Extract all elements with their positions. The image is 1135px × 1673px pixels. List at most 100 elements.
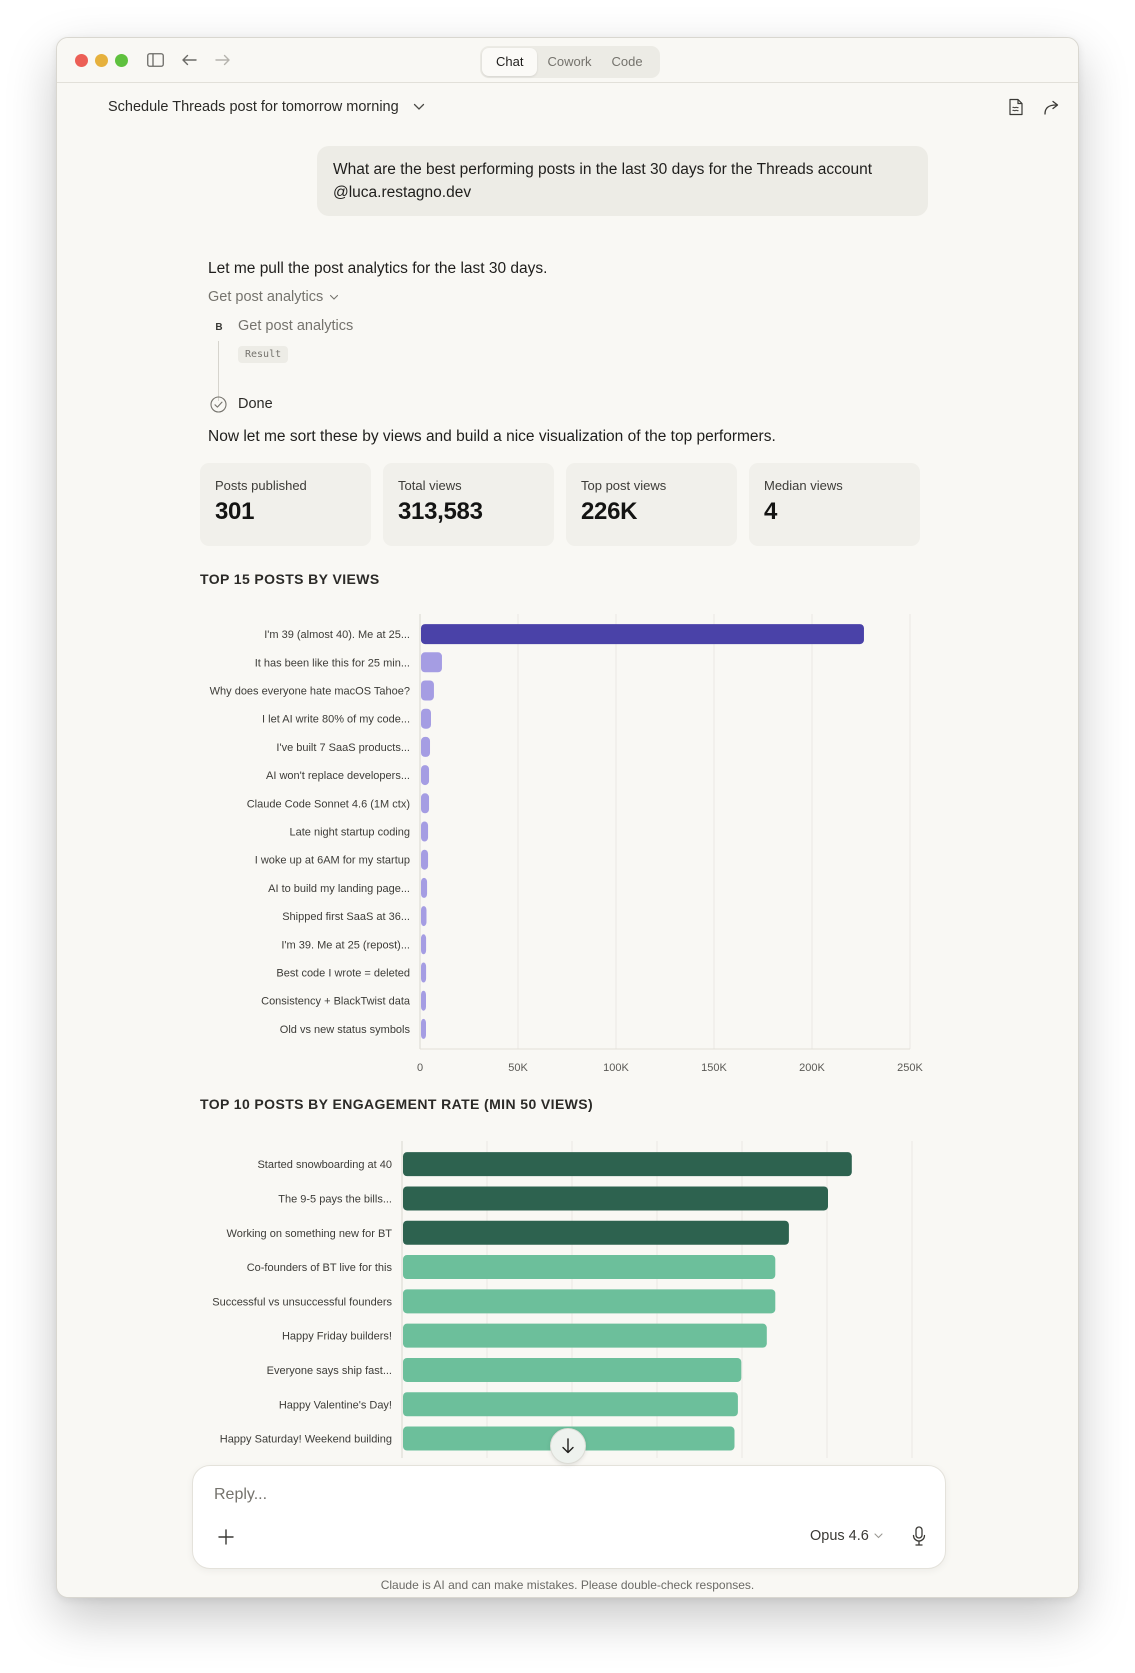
check-circle-icon [210,396,227,413]
tab-cowork[interactable]: Cowork [547,54,592,69]
category-label: It has been like this for 25 min... [255,657,410,669]
category-label: Started snowboarding at 40 [257,1159,392,1171]
category-label: The 9-5 pays the bills... [278,1193,392,1205]
model-selector[interactable]: Opus 4.6 [810,1528,883,1544]
category-label: I'm 39. Me at 25 (repost)... [281,939,410,951]
tool-call-details: B Get post analytics Result Done [208,317,928,417]
engagement-bar-chart: Started snowboarding at 40 The 9-5 pays t… [212,1141,913,1510]
category-label: Claude Code Sonnet 4.6 (1M ctx) [247,798,410,810]
category-label: AI won't replace developers... [266,770,410,782]
tab-chat[interactable]: Chat [482,48,538,76]
back-arrow-icon[interactable] [179,50,199,70]
chevron-down-icon [874,1533,883,1539]
bar [403,1220,789,1245]
stat-card-total-views: Total views 313,583 [383,463,554,546]
category-label: Everyone says ship fast... [267,1365,392,1377]
conversation-title-button[interactable]: Schedule Threads post for tomorrow morni… [108,98,425,116]
x-tick-label: 250K [897,1062,923,1074]
engagement-chart-title: TOP 10 POSTS BY ENGAGEMENT RATE (MIN 50 … [200,1096,594,1112]
plus-icon [218,1529,234,1545]
document-icon[interactable] [1005,96,1027,118]
mode-tabs: Chat Cowork Code [480,46,660,78]
stat-label: Median views [764,478,843,493]
chevron-down-icon [413,98,425,116]
bar [421,736,431,757]
category-label: I've built 7 SaaS products... [276,742,410,754]
category-label: Shipped first SaaS at 36... [282,911,410,923]
bar [421,849,429,870]
bar [403,1392,738,1417]
stat-label: Posts published [215,478,307,493]
bar [421,624,864,645]
user-message: What are the best performing posts in th… [317,146,928,216]
assistant-followup-text: Now let me sort these by views and build… [208,428,776,445]
bar [421,793,430,814]
bar [403,1289,776,1314]
microphone-button[interactable] [908,1525,930,1547]
category-label: Old vs new status symbols [280,1024,411,1036]
category-label: Why does everyone hate macOS Tahoe? [210,686,410,698]
reply-input[interactable] [214,1486,814,1504]
stat-card-top-post: Top post views 226K [566,463,737,546]
bar [421,680,434,701]
stat-value: 301 [215,498,255,525]
category-label: Best code I wrote = deleted [276,968,410,980]
category-label: I woke up at 6AM for my startup [255,855,410,867]
x-tick-label: 200K [799,1062,825,1074]
close-window-button[interactable] [75,54,88,67]
stat-value: 4 [764,498,778,525]
maximize-window-button[interactable] [115,54,128,67]
tool-result-button[interactable]: Result [238,346,289,363]
x-tick-label: 0 [417,1062,423,1074]
stats-row: Posts published 301 Total views 313,583 … [200,463,928,546]
chevron-down-icon [329,289,339,305]
category-label: I'm 39 (almost 40). Me at 25... [264,629,410,641]
assistant-intro-text: Let me pull the post analytics for the l… [208,260,548,277]
tool-call-toggle[interactable]: Get post analytics [208,289,928,305]
stat-label: Total views [398,478,462,493]
stat-label: Top post views [581,478,667,493]
bar [403,1255,776,1280]
app-window: Chat Cowork Code Schedule Threads post f… [56,37,1079,1598]
bar [403,1152,852,1177]
tab-code[interactable]: Code [611,54,643,69]
category-label: Happy Valentine's Day! [279,1399,392,1411]
microphone-icon [912,1526,926,1546]
model-name: Opus 4.6 [810,1528,869,1544]
bar [403,1357,742,1382]
stat-value: 226K [581,498,638,525]
assistant-message: Let me pull the post analytics for the l… [200,258,928,1510]
bar [421,708,431,729]
bar [421,1018,426,1039]
tool-done-label: Done [238,396,273,412]
views-chart-title: TOP 15 POSTS BY VIEWS [200,571,380,587]
category-label: Late night startup coding [290,827,410,839]
category-label: I let AI write 80% of my code... [262,714,410,726]
sidebar-toggle-icon[interactable] [145,50,165,70]
tool-connector-line [218,341,219,401]
bar [421,821,429,842]
bar [403,1323,767,1348]
category-label: Consistency + BlackTwist data [261,996,411,1008]
arrow-down-icon [562,1438,574,1454]
category-label: Happy Saturday! Weekend building [220,1434,392,1446]
category-label: Successful vs unsuccessful founders [212,1296,392,1308]
add-attachment-button[interactable] [215,1526,237,1548]
titlebar: Chat Cowork Code [57,38,1078,83]
forward-arrow-icon[interactable] [213,50,233,70]
category-label: Co-founders of BT live for this [247,1262,393,1274]
bar [421,652,442,673]
bar [421,962,427,983]
category-label: Working on something new for BT [227,1228,393,1240]
bar [421,877,428,898]
views-bar-chart: 0 50K 100K 150K 200K 250K I'm 39 (almost 40). … [210,614,924,1074]
bar [421,906,427,927]
category-label: Happy Friday builders! [282,1331,392,1343]
x-tick-label: 50K [508,1062,528,1074]
bar [421,990,426,1011]
category-label: AI to build my landing page... [268,883,410,895]
share-icon[interactable] [1041,96,1063,118]
minimize-window-button[interactable] [95,54,108,67]
scroll-to-bottom-button[interactable] [550,1428,586,1464]
x-tick-label: 150K [701,1062,727,1074]
